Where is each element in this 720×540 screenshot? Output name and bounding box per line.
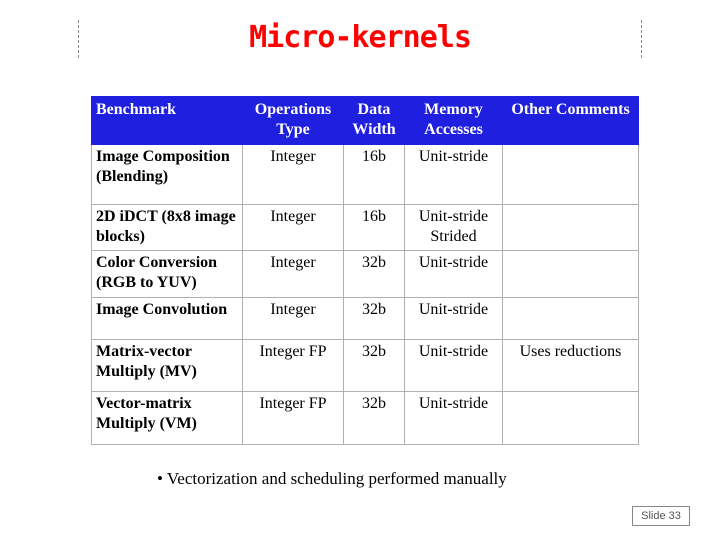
cell-data-width: 16b [343,144,405,205]
cell-data-width: 32b [343,297,405,340]
cell-other-comments [502,144,639,205]
cell-data-width: 32b [343,250,405,298]
cell-data-width: 32b [343,339,405,392]
cell-operations-type: Integer [242,204,344,251]
cell-operations-type: Integer [242,144,344,205]
cell-benchmark: Image Convolution [91,297,243,340]
slide-title: Micro-kernels [249,20,472,55]
header-benchmark: Benchmark [91,96,243,145]
cell-memory-accesses: Unit-stride Strided [404,204,503,251]
cell-benchmark: Vector-matrix Multiply (VM) [91,391,243,445]
table-row: Matrix-vector Multiply (MV) Integer FP 3… [91,339,639,392]
table-row: Color Conversion (RGB to YUV) Integer 32… [91,250,639,298]
cell-operations-type: Integer [242,297,344,340]
cell-operations-type: Integer FP [242,339,344,392]
cell-data-width: 32b [343,391,405,445]
cell-benchmark: Image Composition (Blending) [91,144,243,205]
cell-memory-accesses: Unit-stride [404,250,503,298]
cell-benchmark: Color Conversion (RGB to YUV) [91,250,243,298]
cell-other-comments [502,391,639,445]
cell-benchmark: 2D iDCT (8x8 image blocks) [91,204,243,251]
cell-other-comments [502,297,639,340]
table-row: Image Composition (Blending) Integer 16b… [91,144,639,205]
cell-operations-type: Integer [242,250,344,298]
left-divider-line [78,20,79,58]
cell-memory-accesses: Unit-stride [404,339,503,392]
cell-operations-type: Integer FP [242,391,344,445]
benchmark-table: Benchmark Operations Type Data Width Mem… [91,96,639,445]
cell-other-comments [502,250,639,298]
table-header-row: Benchmark Operations Type Data Width Mem… [91,96,639,145]
cell-memory-accesses: Unit-stride [404,297,503,340]
header-data-width: Data Width [343,96,405,145]
header-operations-type: Operations Type [242,96,344,145]
table-row: Vector-matrix Multiply (VM) Integer FP 3… [91,391,639,445]
cell-other-comments: Uses reductions [502,339,639,392]
header-memory-accesses: Memory Accesses [404,96,503,145]
right-divider-line [641,20,642,58]
table-row: Image Convolution Integer 32b Unit-strid… [91,297,639,340]
cell-benchmark: Matrix-vector Multiply (MV) [91,339,243,392]
bullet-point: • Vectorization and scheduling performed… [157,469,507,488]
cell-memory-accesses: Unit-stride [404,391,503,445]
header-other-comments: Other Comments [502,96,639,145]
cell-other-comments [502,204,639,251]
table-row: 2D iDCT (8x8 image blocks) Integer 16b U… [91,204,639,251]
cell-memory-accesses: Unit-stride [404,144,503,205]
cell-data-width: 16b [343,204,405,251]
slide-number: Slide 33 [632,506,690,526]
